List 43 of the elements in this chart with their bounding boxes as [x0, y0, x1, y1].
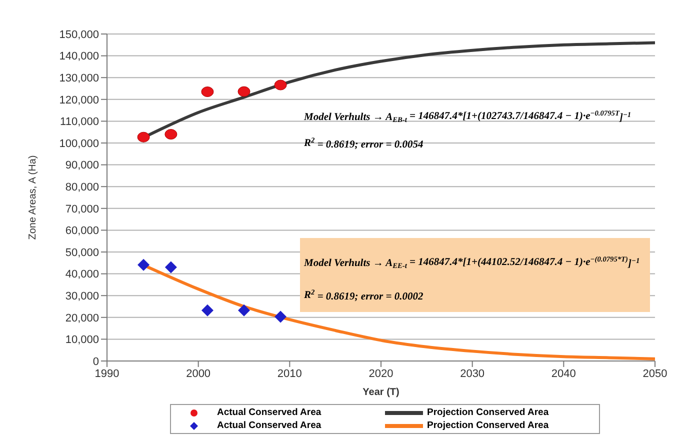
y-tick-label: 60,000	[65, 225, 99, 238]
x-tick-label: 2020	[368, 368, 394, 380]
annotation: Model Verhults → A$_{EE-t}$ = 146847.4*[1+(44102.52/146847.4 − 1)·e$^{−(0.0795*T)}$]$^{−1}$	[303, 254, 640, 270]
point	[201, 86, 214, 98]
y-tick-label: 30,000	[65, 290, 99, 303]
y-tick-label: 80,000	[65, 182, 99, 194]
x-tick-label: 2010	[277, 368, 302, 380]
legend-label: Actual Conserved Area	[217, 407, 322, 418]
legend-label: Projection Conserved Area	[427, 420, 549, 431]
y-tick-label: 70,000	[65, 203, 99, 216]
y-tick-label: 110,000	[60, 116, 99, 128]
x-tick-label: 2000	[186, 368, 211, 380]
annotation: R$^{2}$ = 0.8619; error = 0.0002	[303, 288, 424, 302]
x-tick-label: 2040	[551, 368, 576, 380]
point	[201, 304, 214, 316]
y-tick-label: 20,000	[65, 312, 99, 324]
annotation: R$^{2}$ = 0.8619; error = 0.0054	[303, 136, 424, 150]
y-tick-label: 130,000	[59, 72, 99, 85]
point	[164, 261, 177, 274]
legend-label: Actual Conserved Area	[217, 420, 322, 431]
y-tick-label: 90,000	[65, 160, 99, 172]
y-tick-label: 40,000	[65, 268, 99, 281]
y-tick-label: 50,000	[65, 246, 99, 259]
x-axis-title: Year (T)	[362, 387, 400, 398]
y-tick-label: 120,000	[59, 94, 99, 106]
y-tick-label: 140,000	[59, 50, 99, 63]
y-tick-label: 10,000	[65, 334, 99, 346]
y-tick-label: 0	[92, 356, 99, 368]
annotation: Model Verhults → A$_{EB-t}$ = 146847.4*[1+(102743.7/146847.4 − 1)·e$^{−0.0795T}$]$^{−1}$	[303, 108, 632, 124]
point	[137, 132, 150, 142]
point	[274, 310, 287, 323]
y-tick-label: 150,000	[59, 28, 99, 41]
legend-label: Projection Conserved Area	[427, 407, 549, 418]
point	[238, 86, 250, 97]
point	[238, 304, 250, 316]
x-tick-label: 2050	[642, 368, 668, 380]
point	[164, 129, 178, 140]
y-tick-label: 100,000	[59, 138, 99, 150]
point	[274, 80, 287, 90]
y-axis-title: Zone Areas, A (Ha)	[28, 155, 39, 240]
point	[138, 258, 150, 271]
x-tick-label: 1990	[94, 368, 120, 380]
x-tick-label: 2030	[460, 368, 485, 380]
